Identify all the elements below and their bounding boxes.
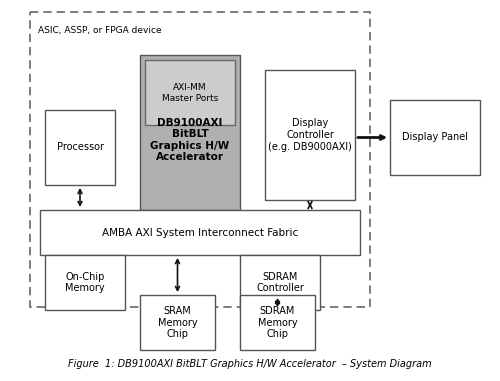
Text: Figure  1: DB9100AXI BitBLT Graphics H/W Accelerator  – System Diagram: Figure 1: DB9100AXI BitBLT Graphics H/W … xyxy=(68,359,432,369)
Bar xyxy=(140,295,215,350)
Bar xyxy=(240,255,320,310)
Text: AMBA AXI System Interconnect Fabric: AMBA AXI System Interconnect Fabric xyxy=(102,227,298,237)
Bar xyxy=(40,210,360,255)
Text: Display Panel: Display Panel xyxy=(402,133,468,142)
Bar xyxy=(45,255,125,310)
Bar xyxy=(390,100,480,175)
Text: Display
Controller
(e.g. DB9000AXI): Display Controller (e.g. DB9000AXI) xyxy=(268,118,352,152)
Text: AXI-MM
Master Ports: AXI-MM Master Ports xyxy=(162,83,218,103)
Bar xyxy=(265,70,355,200)
Bar xyxy=(30,12,370,307)
Text: SRAM
Memory
Chip: SRAM Memory Chip xyxy=(158,306,198,339)
Bar xyxy=(145,60,235,125)
Bar xyxy=(240,295,315,350)
Text: DB9100AXI
BitBLT
Graphics H/W
Accelerator: DB9100AXI BitBLT Graphics H/W Accelerato… xyxy=(150,118,230,162)
Text: SDRAM
Controller: SDRAM Controller xyxy=(256,272,304,293)
Text: SDRAM
Memory
Chip: SDRAM Memory Chip xyxy=(258,306,298,339)
Text: Processor: Processor xyxy=(56,142,104,152)
Text: On-Chip
Memory: On-Chip Memory xyxy=(65,272,105,293)
Text: ASIC, ASSP, or FPGA device: ASIC, ASSP, or FPGA device xyxy=(38,26,162,35)
Bar xyxy=(45,110,115,185)
Bar xyxy=(140,55,240,210)
